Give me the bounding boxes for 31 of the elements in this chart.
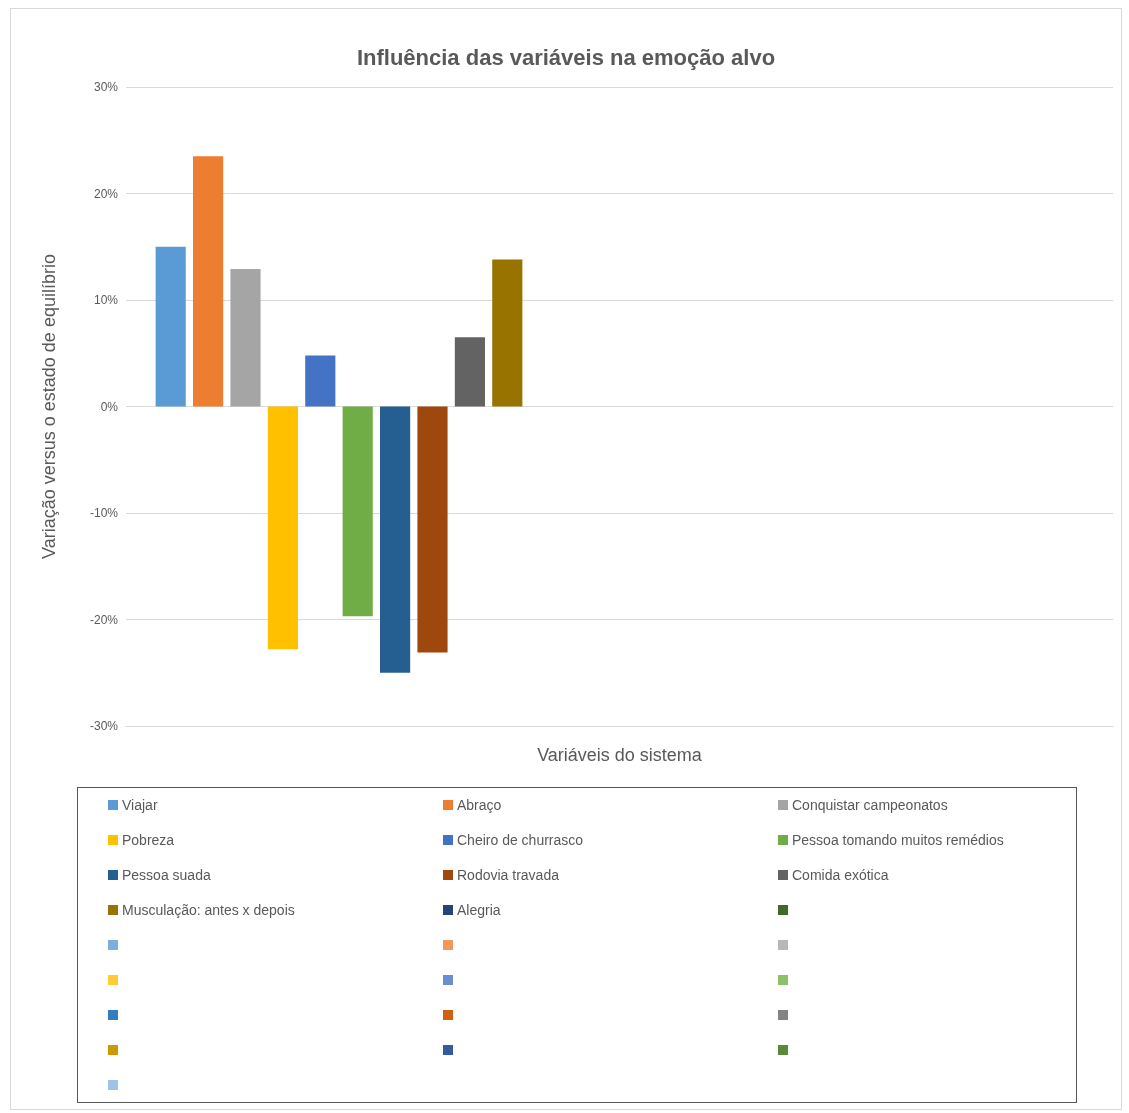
chart-title: Influência das variáveis na emoção alvo: [356, 44, 776, 70]
bar: [380, 406, 411, 673]
bar: [155, 246, 186, 407]
legend-label: Pobreza: [122, 832, 175, 848]
y-tick-label: -30%: [89, 719, 119, 733]
legend-label: Pessoa suada: [122, 867, 211, 883]
bar: [492, 259, 523, 407]
y-tick-label: 30%: [93, 80, 119, 94]
y-tick-label: -20%: [89, 612, 119, 627]
legend-label: Conquistar campeonatos: [792, 797, 948, 813]
legend-label: Rodovia travada: [457, 867, 559, 883]
legend-label: Abraço: [457, 797, 502, 813]
bar: [454, 337, 485, 407]
x-axis-title: Variáveis do sistema: [537, 745, 703, 765]
bar: [305, 355, 336, 407]
bar: [193, 156, 224, 407]
y-tick-label: 0%: [100, 399, 119, 414]
legend-label: Cheiro de churrasco: [457, 832, 584, 848]
bar: [267, 406, 298, 650]
y-tick-label: -10%: [89, 506, 119, 520]
y-axis-title: Variação versus o estado de equilíbrio: [39, 254, 59, 559]
legend-label: Comida exótica: [792, 867, 889, 883]
bar: [230, 269, 261, 407]
legend-label: Musculação: antes x depois: [122, 902, 295, 918]
legend-label: Alegria: [457, 902, 501, 918]
bar: [417, 406, 448, 653]
y-tick-label: 20%: [93, 186, 119, 201]
legend-label: Viajar: [122, 797, 158, 813]
bar: [342, 406, 373, 617]
legend-label: Pessoa tomando muitos remédios: [792, 832, 1004, 848]
y-tick-label: 10%: [93, 293, 119, 307]
